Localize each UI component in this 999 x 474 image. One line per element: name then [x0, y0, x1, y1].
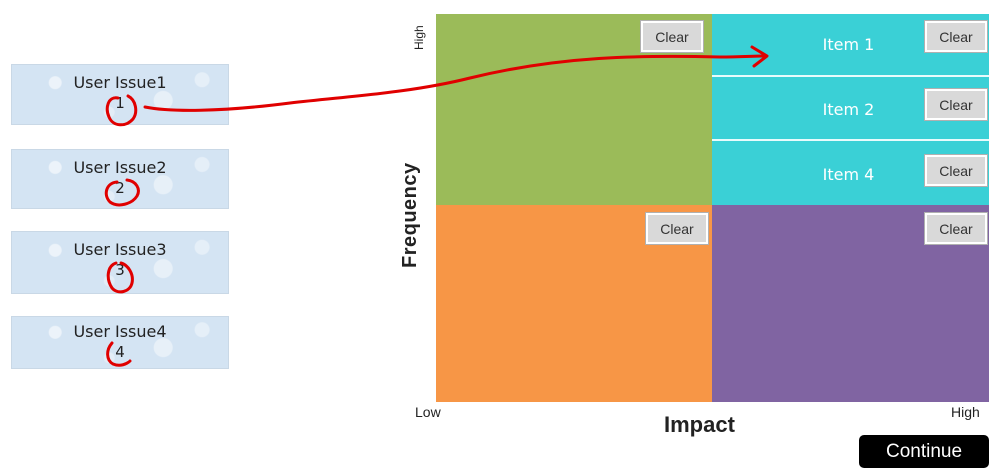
- y-axis-title: Frequency: [399, 162, 421, 268]
- dropped-item-label: Item 2: [822, 99, 875, 119]
- user-issue-number: 1: [115, 94, 125, 112]
- user-issue-title: User Issue3: [73, 240, 167, 259]
- user-issue-number: 3: [115, 261, 125, 279]
- clear-button-item-4[interactable]: Clear: [925, 155, 987, 186]
- clear-button-top-left[interactable]: Clear: [641, 21, 703, 52]
- clear-button-bottom-right[interactable]: Clear: [925, 213, 987, 244]
- user-issue-number: 4: [115, 343, 125, 361]
- dropped-item-label: Item 4: [822, 164, 875, 184]
- x-axis-low-label: Low: [415, 404, 441, 420]
- user-issue-card-3[interactable]: User Issue3 3: [11, 231, 229, 294]
- dropped-item-slot[interactable]: Item 2: [712, 79, 989, 141]
- dropped-item-slot[interactable]: Item 1: [712, 14, 989, 77]
- user-issue-card-4[interactable]: User Issue4 4: [11, 316, 229, 369]
- user-issue-title: User Issue1: [73, 73, 167, 92]
- user-issue-card-1[interactable]: User Issue1 1: [11, 64, 229, 125]
- continue-button[interactable]: Continue: [859, 435, 989, 468]
- user-issue-title: User Issue2: [73, 158, 167, 177]
- x-axis-title: Impact: [664, 412, 735, 437]
- clear-button-item-2[interactable]: Clear: [925, 89, 987, 120]
- y-axis-high-label: High: [412, 25, 426, 50]
- clear-button-item-1[interactable]: Clear: [925, 21, 987, 52]
- dropped-item-label: Item 1: [822, 35, 875, 54]
- clear-button-bottom-left[interactable]: Clear: [646, 213, 708, 244]
- user-issue-title: User Issue4: [73, 322, 167, 341]
- dropped-item-slot[interactable]: Item 4: [712, 143, 989, 205]
- x-axis-high-label: High: [951, 404, 980, 420]
- user-issue-card-2[interactable]: User Issue2 2: [11, 149, 229, 209]
- user-issue-number: 2: [115, 179, 125, 197]
